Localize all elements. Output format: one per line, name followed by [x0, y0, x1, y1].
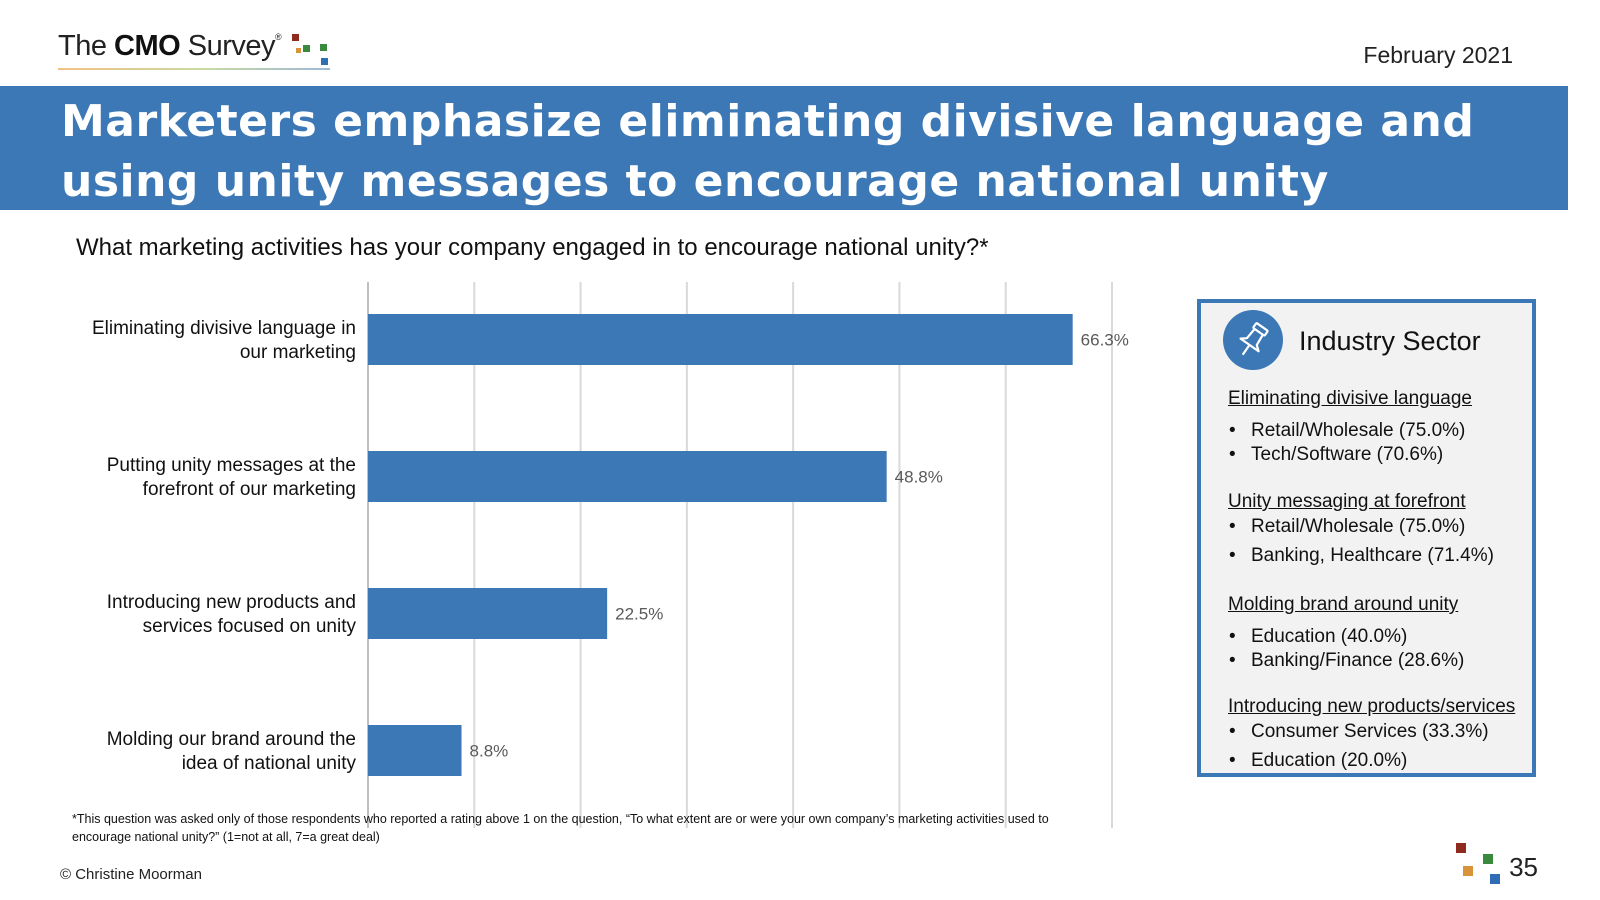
footer-square-red	[1456, 843, 1466, 853]
sector-bullet: • Education (20.0%)	[1229, 750, 1408, 771]
bar	[368, 588, 608, 639]
category-label: Eliminating divisive language in our mark…	[92, 318, 356, 363]
bar	[368, 451, 887, 502]
sector-heading: Unity messaging at forefront	[1228, 491, 1466, 512]
sector-heading: Eliminating divisive language	[1228, 388, 1472, 409]
chart-gridlines	[367, 282, 1113, 828]
survey-question: What marketing activities has your compa…	[76, 234, 989, 261]
chart-bars	[368, 314, 1073, 776]
sector-bullet: • Consumer Services (33.3%)	[1229, 721, 1489, 742]
sector-bullet: • Retail/Wholesale (75.0%)	[1229, 516, 1466, 537]
report-date: February 2021	[1363, 42, 1513, 68]
footnote: *This question was asked only of those r…	[72, 812, 1049, 844]
logo-square-red	[292, 34, 299, 41]
footer-square-green	[1483, 854, 1493, 864]
logo-square-green	[303, 45, 310, 52]
industry-sector-panel	[1197, 299, 1536, 777]
page-number: 35	[1509, 852, 1538, 882]
bar-chart: Eliminating divisive language in our mark…	[92, 282, 1129, 828]
bar-value-label: 66.3%	[1081, 331, 1129, 350]
sector-bullet: • Tech/Software (70.6%)	[1229, 444, 1444, 465]
logo-wordmark: The CMO Survey®	[58, 30, 282, 62]
title-banner	[0, 86, 1568, 210]
category-label: Putting unity messages at the forefront o…	[107, 455, 356, 500]
bar-value-label: 48.8%	[895, 468, 943, 487]
logo-square-blue	[321, 58, 328, 65]
footer-square-orange	[1463, 866, 1473, 876]
category-label: Molding our brand around the idea of nati…	[107, 729, 357, 774]
logo-underline	[58, 68, 330, 70]
sector-bullet: • Banking/Finance (28.6%)	[1229, 650, 1465, 671]
sector-bullet: • Banking, Healthcare (71.4%)	[1229, 545, 1494, 566]
bar	[368, 314, 1073, 365]
value-labels: 66.3% 48.8% 22.5% 8.8%	[470, 331, 1129, 761]
pushpin-icon	[1223, 310, 1283, 370]
category-label: Introducing new products and services foc…	[107, 592, 357, 637]
bar-value-label: 22.5%	[615, 605, 663, 624]
copyright: © Christine Moorman	[60, 866, 202, 883]
footer-square-blue	[1490, 874, 1500, 884]
sector-bullet: • Education (40.0%)	[1229, 626, 1408, 647]
sector-bullet: • Retail/Wholesale (75.0%)	[1229, 420, 1466, 441]
category-labels: Eliminating divisive language in our mark…	[92, 318, 357, 774]
panel-title: Industry Sector	[1299, 326, 1481, 356]
sector-heading: Molding brand around unity	[1228, 594, 1459, 615]
bar	[368, 725, 462, 776]
slide-title: Marketers emphasize eliminating divisive…	[61, 96, 1475, 207]
logo-square-orange	[296, 48, 301, 53]
sector-heading: Introducing new products/services	[1228, 696, 1516, 717]
cmo-survey-logo: The CMO Survey®	[58, 30, 330, 74]
logo-square-green-2	[320, 44, 327, 51]
bar-value-label: 8.8%	[470, 742, 509, 761]
